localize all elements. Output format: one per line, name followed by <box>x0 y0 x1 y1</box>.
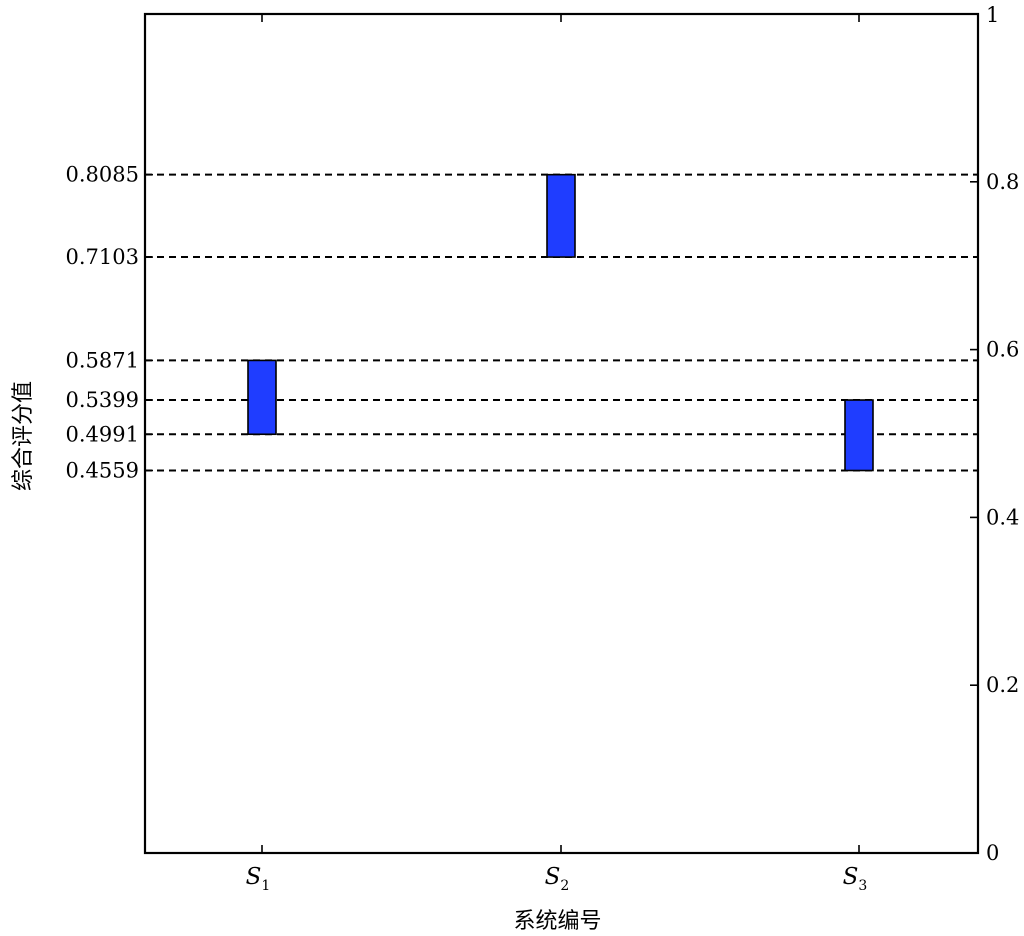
left-tick-label-2: 0.5871 <box>66 348 139 372</box>
x-tick-label-3: S3 <box>843 864 868 894</box>
range-bar-3 <box>844 399 874 472</box>
left-tick-label-4: 0.4991 <box>66 422 139 446</box>
x-axis-title: 系统编号 <box>513 909 601 934</box>
right-tick-label-2: 0.4 <box>986 505 1019 529</box>
range-bar-1 <box>247 359 277 436</box>
x-tick-label-1: S1 <box>246 864 271 894</box>
range-bar-2 <box>546 173 576 258</box>
right-tick-label-1: 0.2 <box>986 673 1019 697</box>
y-axis-title: 综合评分值 <box>11 381 36 491</box>
right-tick-label-5: 1 <box>986 3 999 27</box>
left-tick-label-1: 0.7103 <box>66 245 139 269</box>
left-tick-label-0: 0.8085 <box>66 163 139 187</box>
left-tick-label-3: 0.5399 <box>66 388 139 412</box>
x-tick-label-2: S2 <box>545 864 570 894</box>
right-tick-label-3: 0.6 <box>986 338 1019 362</box>
right-tick-label-4: 0.8 <box>986 170 1019 194</box>
right-tick-label-0: 0 <box>986 841 999 865</box>
left-tick-label-5: 0.4559 <box>66 458 139 482</box>
